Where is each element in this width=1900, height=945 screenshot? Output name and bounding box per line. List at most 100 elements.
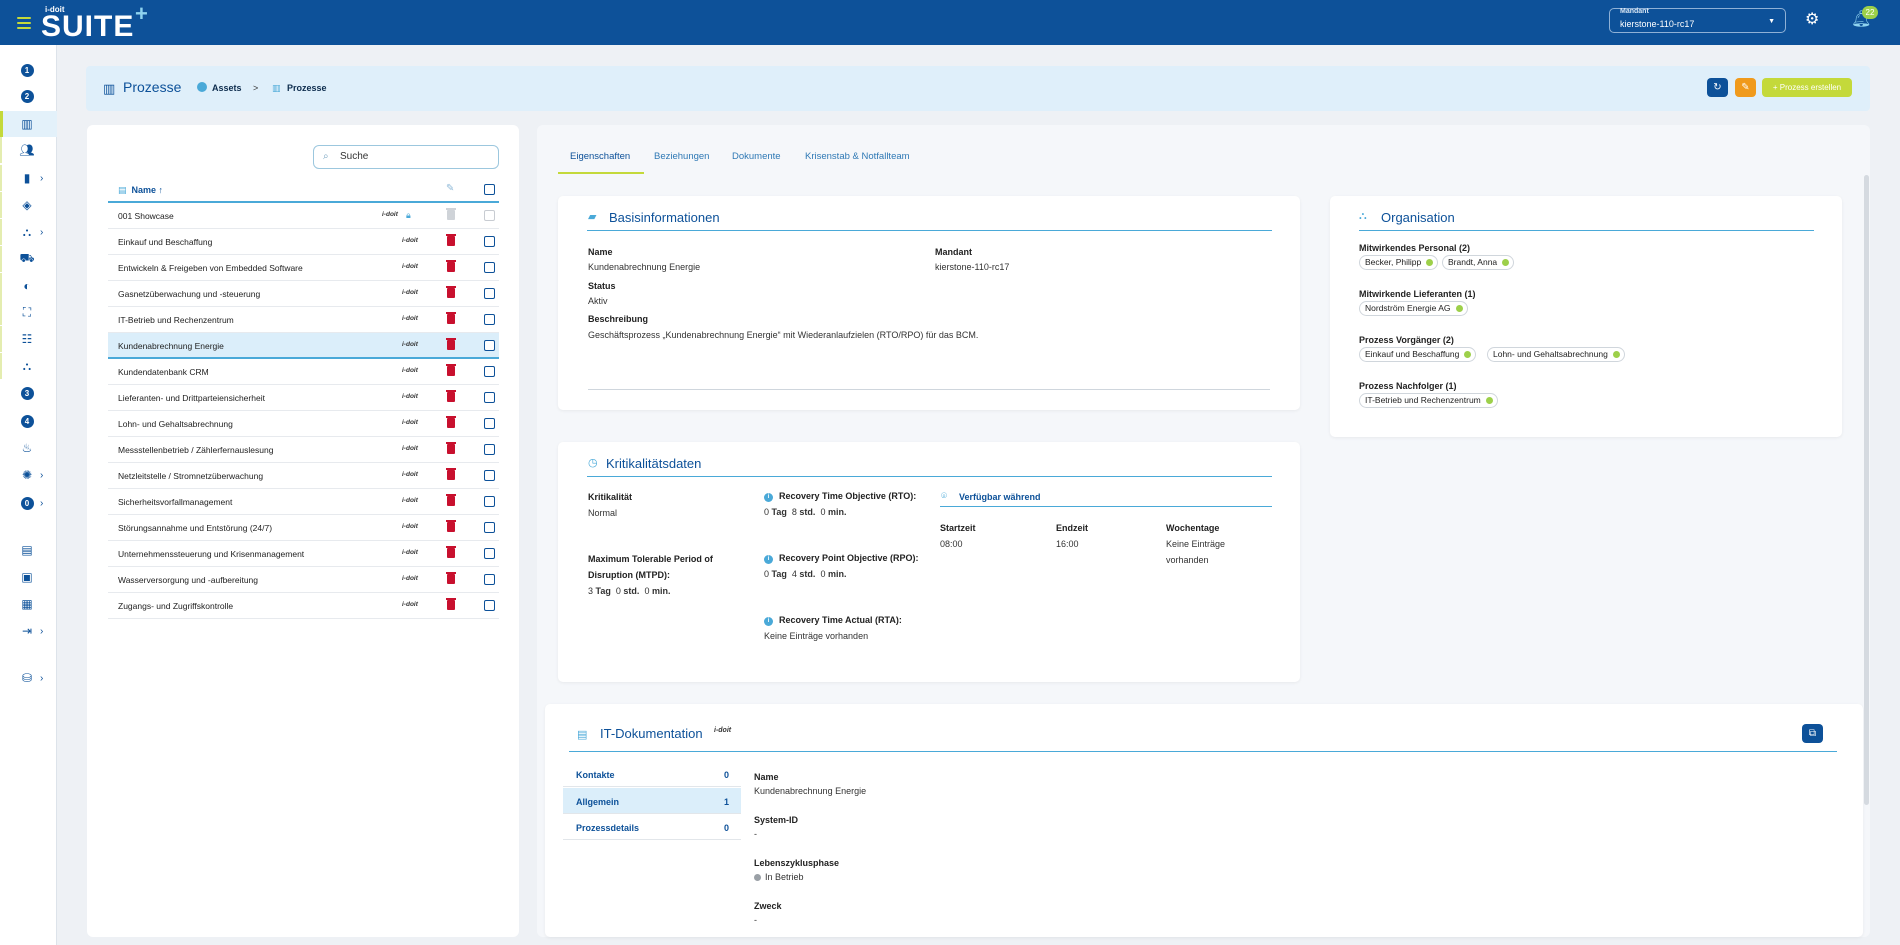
table-row[interactable]: Messstellenbetrieb / Zählerfernauslesung… <box>108 437 499 463</box>
sidebar-item-truck[interactable]: ⛟ <box>0 246 57 272</box>
lieferant-chip[interactable]: Nordström Energie AG <box>1359 301 1468 316</box>
row-checkbox[interactable] <box>484 522 495 533</box>
row-checkbox[interactable] <box>484 548 495 559</box>
sidebar-item-report[interactable]: ▤ <box>0 537 57 563</box>
sidebar-item-3[interactable]: 3 <box>0 380 57 406</box>
open-external-button[interactable]: ⧉ <box>1802 724 1823 743</box>
trash-icon[interactable] <box>446 416 456 428</box>
process-name[interactable]: Netzleitstelle / Stromnetzüberwachung <box>118 471 264 481</box>
sidebar-item-1[interactable]: 1 <box>0 57 57 83</box>
tab-dokumente[interactable]: Dokumente <box>732 151 781 162</box>
trash-icon[interactable] <box>446 494 456 506</box>
table-row[interactable]: Gasnetzüberwachung und -steuerung i-doit <box>108 281 499 307</box>
row-checkbox[interactable] <box>484 262 495 273</box>
menu-icon[interactable] <box>17 16 31 29</box>
sidebar-item-scan[interactable]: ⛶ <box>0 299 57 325</box>
sidebar-item-0[interactable]: 0 › <box>0 490 57 516</box>
table-row[interactable]: Wasserversorgung und -aufbereitung i-doit <box>108 567 499 593</box>
create-process-button[interactable]: + Prozess erstellen <box>1762 78 1852 97</box>
edit-button[interactable]: ✎ <box>1735 78 1756 97</box>
process-name[interactable]: Einkauf und Beschaffung <box>118 237 213 247</box>
row-checkbox[interactable] <box>484 470 495 481</box>
tab-krisenstab[interactable]: Krisenstab & Notfallteam <box>805 151 910 162</box>
trash-icon[interactable] <box>446 546 456 558</box>
sidebar-item-alarm[interactable]: ✺ › <box>0 462 57 488</box>
row-checkbox[interactable] <box>484 340 495 351</box>
table-row[interactable]: Zugangs- und Zugriffskontrolle i-doit <box>108 593 499 619</box>
table-row[interactable]: Einkauf und Beschaffung i-doit <box>108 229 499 255</box>
trash-icon[interactable] <box>446 364 456 376</box>
sidebar-item-people[interactable]: 👥︎ <box>0 137 57 163</box>
vorgaenger-chip[interactable]: Einkauf und Beschaffung <box>1359 347 1477 362</box>
table-row[interactable]: Kundendatenbank CRM i-doit <box>108 359 499 385</box>
row-checkbox[interactable] <box>484 314 495 325</box>
suite-logo[interactable]: i-doit SUITE + <box>39 1 159 43</box>
table-row[interactable]: Entwickeln & Freigeben von Embedded Soft… <box>108 255 499 281</box>
table-row[interactable]: Lohn- und Gehaltsabrechnung i-doit <box>108 411 499 437</box>
sidebar-item-4[interactable]: 4 <box>0 408 57 434</box>
name-column-header[interactable]: ▤ Name ↑ <box>118 185 163 196</box>
process-name[interactable]: Gasnetzüberwachung und -steuerung <box>118 289 261 299</box>
gear-icon[interactable]: ⚙ <box>1805 11 1820 28</box>
table-row[interactable]: IT-Betrieb und Rechenzentrum i-doit <box>108 307 499 333</box>
breadcrumb-assets[interactable]: Assets <box>212 83 242 93</box>
main-scrollbar[interactable] <box>1864 175 1869 805</box>
row-checkbox[interactable] <box>484 392 495 403</box>
table-row[interactable]: Störungsannahme und Entstörung (24/7) i-d… <box>108 515 499 541</box>
trash-icon[interactable] <box>446 286 456 298</box>
trash-icon[interactable] <box>446 442 456 454</box>
trash-icon[interactable] <box>446 390 456 402</box>
sidebar-item-clipboard[interactable]: ▮ › <box>0 165 57 191</box>
trash-icon[interactable] <box>446 312 456 324</box>
trash-icon[interactable] <box>446 598 456 610</box>
process-name[interactable]: Entwickeln & Freigeben von Embedded Soft… <box>118 263 303 273</box>
trash-icon[interactable] <box>446 520 456 532</box>
table-row[interactable]: Netzleitstelle / Stromnetzüberwachung i-d… <box>108 463 499 489</box>
refresh-button[interactable]: ↻ <box>1707 78 1728 97</box>
process-name[interactable]: Kundendatenbank CRM <box>118 367 209 377</box>
itdoc-nav-allgemein[interactable]: Allgemein 1 <box>563 788 741 814</box>
vorgaenger-chip[interactable]: Lohn- und Gehaltsabrechnung <box>1487 347 1625 362</box>
table-row[interactable]: Lieferanten- und Drittparteiensicherheit… <box>108 385 499 411</box>
sidebar-item-layers[interactable]: ◈ <box>0 192 57 218</box>
sidebar-item-flame[interactable]: ♨ <box>0 435 57 461</box>
process-name[interactable]: Messstellenbetrieb / Zählerfernauslesung <box>118 445 274 455</box>
sidebar-item-import[interactable]: ⇥ › <box>0 618 57 644</box>
row-checkbox[interactable] <box>484 444 495 455</box>
sidebar-item-network[interactable]: ⛬ <box>0 353 57 379</box>
tab-eigenschaften[interactable]: Eigenschaften <box>570 151 631 162</box>
sidebar-item-document[interactable]: ▦ <box>0 591 57 617</box>
process-name[interactable]: Unternehmenssteuerung und Krisenmanageme… <box>118 549 305 559</box>
process-name[interactable]: Zugangs- und Zugriffskontrolle <box>118 601 234 611</box>
row-checkbox[interactable] <box>484 288 495 299</box>
sidebar-item-database[interactable]: ⛁ › <box>0 665 57 691</box>
sidebar-item-hierarchy[interactable]: ⛬ › <box>0 219 57 245</box>
row-checkbox[interactable] <box>484 496 495 507</box>
search-input[interactable]: ⌕ Suche <box>313 145 499 169</box>
process-name[interactable]: Sicherheitsvorfallmanagement <box>118 497 233 507</box>
itdoc-nav-prozessdetails[interactable]: Prozessdetails 0 <box>563 814 741 840</box>
table-row[interactable]: 001 Showcase i-doit 🔒︎ <box>108 203 499 229</box>
table-row[interactable]: Kundenabrechnung Energie i-doit <box>108 333 499 359</box>
mandant-select[interactable]: Mandant kierstone-110-rc17 ▼ <box>1609 8 1786 33</box>
sidebar-item-2[interactable]: 2 <box>0 83 57 109</box>
personal-chip[interactable]: Becker, Philipp <box>1359 255 1439 270</box>
process-name[interactable]: Lohn- und Gehaltsabrechnung <box>118 419 233 429</box>
process-name[interactable]: Störungsannahme und Entstörung (24/7) <box>118 523 273 533</box>
trash-icon[interactable] <box>446 338 456 350</box>
process-name[interactable]: Wasserversorgung und -aufbereitung <box>118 575 259 585</box>
personal-chip[interactable]: Brandt, Anna <box>1442 255 1515 270</box>
table-row[interactable]: Sicherheitsvorfallmanagement i-doit <box>108 489 499 515</box>
select-all-checkbox[interactable] <box>484 184 495 195</box>
row-checkbox[interactable] <box>484 418 495 429</box>
row-checkbox[interactable] <box>484 600 495 611</box>
process-name[interactable]: Lieferanten- und Drittparteiensicherheit <box>118 393 265 403</box>
process-name[interactable]: 001 Showcase <box>118 211 174 221</box>
trash-icon[interactable] <box>446 468 456 480</box>
itdoc-nav-kontakte[interactable]: Kontakte 0 <box>563 761 741 787</box>
sidebar-item-processes[interactable]: ▥ <box>0 111 57 137</box>
sidebar-item-tree[interactable]: ☷ <box>0 326 57 352</box>
row-checkbox[interactable] <box>484 236 495 247</box>
nachfolger-chip[interactable]: IT-Betrieb und Rechenzentrum <box>1359 393 1498 408</box>
trash-icon[interactable] <box>446 234 456 246</box>
